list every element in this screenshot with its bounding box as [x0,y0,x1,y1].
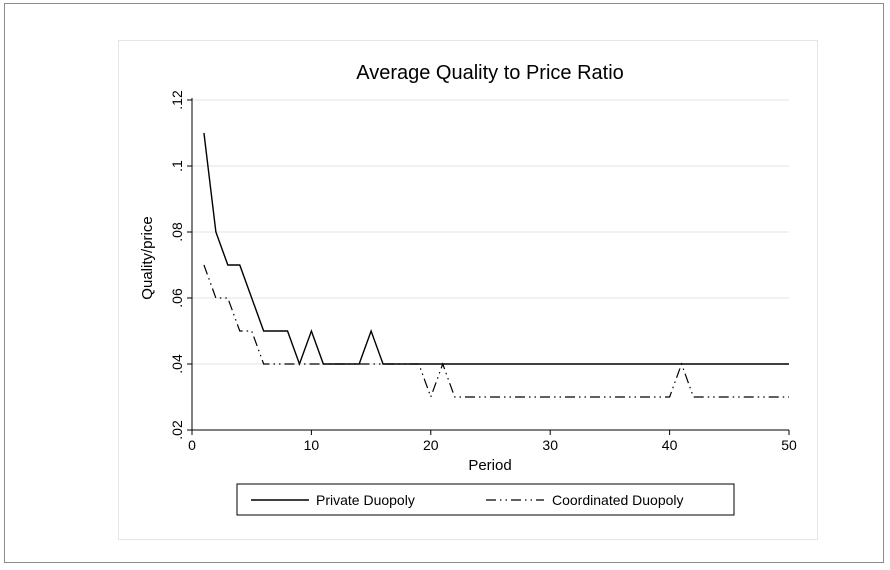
x-tick-label-1: 10 [304,437,320,453]
legend-box [236,483,735,516]
x-axis-label: Period [468,457,511,474]
x-tick-label-2: 20 [423,437,439,453]
plot-region [118,40,818,540]
y-tick-label-5: .12 [169,90,185,110]
x-tick-label-0: 0 [188,437,196,453]
x-tick-label-4: 40 [662,437,678,453]
y-tick-label-4: .1 [169,160,185,172]
series-lines [203,132,789,399]
y-tick-label-0: .02 [169,420,185,440]
axes: .02 .04 .06 .08 .1 .12 0 10 20 30 40 50 [169,90,797,453]
y-tick-label-3: .08 [169,222,185,242]
y-axis-label: Quality/price [139,216,156,299]
legend-label-coordinated-duopoly: Coordinated Duopoly [552,492,684,508]
legend-label-private-duopoly: Private Duopoly [316,492,415,508]
y-tick-label-1: .04 [169,354,185,374]
series-line-coordinated-duopoly [203,264,789,399]
legend: Private Duopoly Coordinated Duopoly [236,483,735,516]
chart-title: Average Quality to Price Ratio [356,62,624,84]
x-tick-label-5: 50 [781,437,797,453]
y-tick-label-2: .06 [169,288,185,308]
grid-lines [192,99,789,431]
series-line-private-duopoly [203,132,789,367]
x-tick-label-3: 30 [542,437,558,453]
